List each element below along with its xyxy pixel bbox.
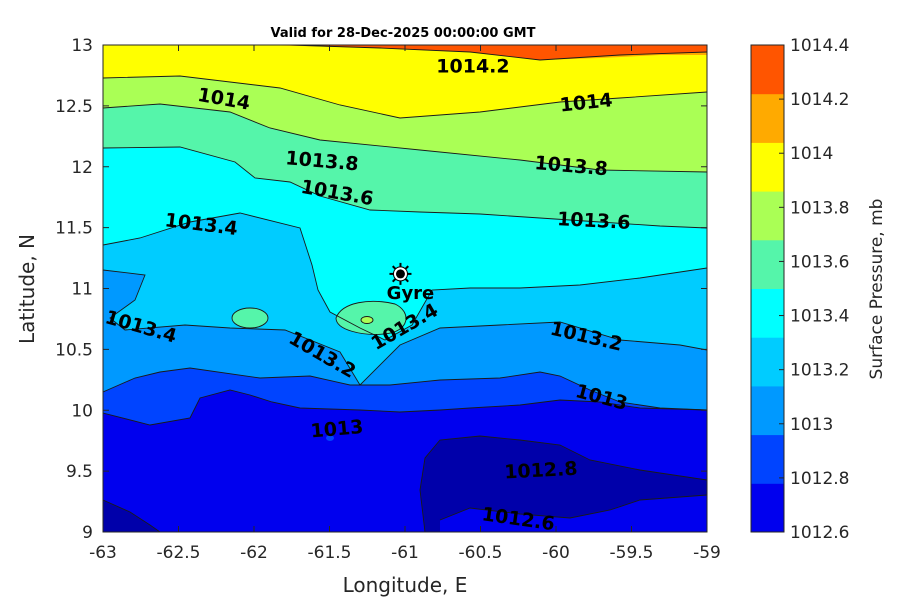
colorbar-band (751, 93, 784, 143)
x-tick-label: -62 (240, 543, 268, 563)
marker-dot (395, 269, 405, 279)
colorbar-tick-label: 1013.2 (790, 361, 849, 381)
y-tick-label: 11.5 (55, 219, 93, 239)
y-tick-label: 10.5 (55, 340, 93, 360)
y-tick-label: 9 (82, 523, 93, 543)
y-axis-label: Latitude, N (15, 234, 39, 344)
colorbar-tick-label: 1014.4 (790, 36, 849, 56)
contour-1012.6-right (419, 435, 707, 532)
contour-label: 1014.2 (436, 55, 509, 77)
contour-1013.6 (103, 146, 707, 229)
y-tick-label: 9.5 (66, 462, 93, 482)
contour-1012.6-left (103, 499, 161, 532)
colorbar-tick-label: 1014.2 (790, 90, 849, 110)
colorbar-band (751, 191, 784, 241)
contour-1013 (103, 367, 707, 411)
x-axis-ticks: -63 -62.5 -62 -61.5 -61 -60.5 -60 -59.5 -59 (89, 45, 721, 563)
colorbar-tick-label: 1012.8 (790, 469, 849, 489)
x-tick-label: -61.5 (308, 543, 352, 563)
contour-lines (103, 45, 707, 532)
y-tick-label: 13 (71, 36, 93, 56)
gyre-marker: Gyre (387, 262, 435, 304)
colorbar-tick-label: 1012.6 (790, 523, 849, 543)
y-tick-label: 12 (71, 158, 93, 178)
colorbar-tick-label: 1013 (790, 415, 833, 435)
colorbar-frame (750, 44, 785, 533)
band-1012.8-island (326, 435, 334, 441)
contour-label: 1013.6 (557, 208, 631, 234)
sun-marker-icon (389, 262, 412, 285)
colorbar-band (751, 483, 784, 533)
y-axis-ticks: 13 12.5 12 11.5 11 10.5 10 9.5 9 (55, 36, 707, 543)
colorbar-band (751, 385, 784, 436)
contour-label: 1012.8 (504, 458, 578, 484)
contour-1012.8 (103, 389, 707, 426)
colorbar-tick-label: 1014 (790, 144, 833, 164)
colorbar-band (751, 45, 784, 95)
band-lowest (103, 436, 707, 532)
x-axis-label: Longitude, E (343, 573, 468, 597)
contour-island-small (360, 316, 374, 324)
contour-island-center (335, 300, 407, 335)
y-tick-label: 12.5 (55, 97, 93, 117)
contour-1012.6-inner (439, 494, 707, 521)
colorbar-band (751, 337, 784, 387)
colorbar-label: Surface Pressure, mb (867, 199, 887, 380)
x-tick-label: -61 (391, 543, 419, 563)
contour-island-west (231, 307, 269, 329)
x-tick-label: -59.5 (610, 543, 654, 563)
contour-1013.2 (103, 269, 707, 386)
colorbar-band (751, 239, 784, 289)
colorbar-tick-label: 1013.6 (790, 252, 849, 272)
x-tick-label: -60 (542, 543, 570, 563)
contour-1014.2 (289, 45, 707, 61)
colorbar: 1014.4 1014.2 1014 1013.8 1013.6 1013.4 1013.2… (750, 36, 849, 543)
y-tick-label: 10 (71, 401, 93, 421)
x-tick-label: -63 (89, 543, 117, 563)
contour-label: 1014 (559, 89, 614, 116)
contour-label: 1013 (310, 416, 365, 443)
chart-title: Valid for 28-Dec-2025 00:00:00 GMT (271, 26, 536, 41)
x-tick-label: -62.5 (157, 543, 201, 563)
colorbar-tick-label: 1013.4 (790, 307, 849, 327)
band-1013.8-island (361, 316, 373, 324)
contour-1014 (103, 75, 707, 119)
colorbar-band (751, 434, 784, 484)
colorbar-band (751, 288, 784, 338)
x-tick-label: -59 (693, 543, 721, 563)
x-tick-label: -60.5 (459, 543, 503, 563)
contour-1013.4 (103, 212, 707, 341)
band-1012.6-patch (440, 495, 707, 532)
colorbar-band (751, 142, 784, 192)
colorbar-tick-label: 1013.8 (790, 198, 849, 218)
y-tick-label: 11 (71, 280, 93, 300)
marker-label: Gyre (387, 283, 435, 304)
band-1013.6-island-west (232, 308, 268, 328)
contour-1013.8 (103, 103, 707, 173)
